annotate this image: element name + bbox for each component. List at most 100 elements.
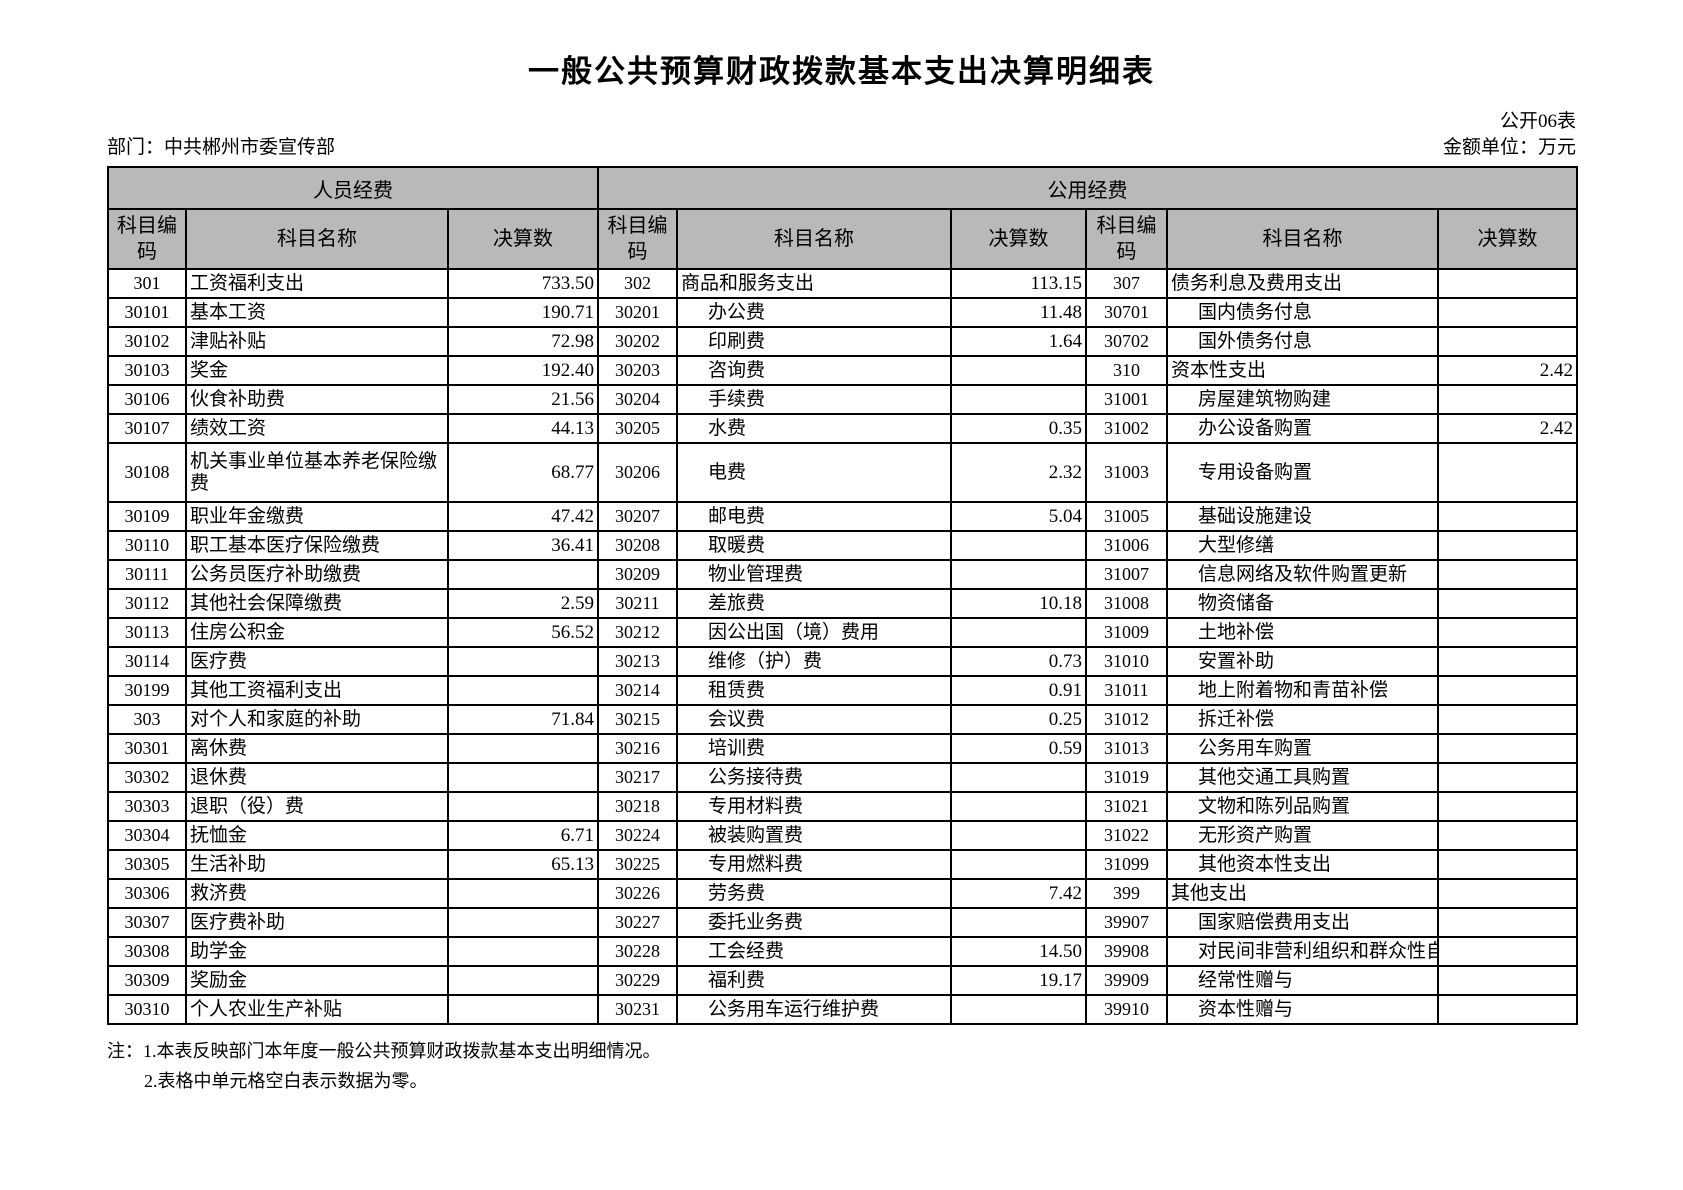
subject-name-cell: 工资福利支出: [185, 268, 449, 299]
table-row: 30310 个人农业生产补贴 30231 公务用车运行维护费 39910 资本性赠与: [107, 994, 1578, 1025]
budget-detail-table: 人员经费 公用经费 科目编码 科目名称 决算数 科目编码 科目名称 决算数 科目编码 科目名称…: [107, 166, 1578, 1025]
subject-code-cell: 39909: [1085, 965, 1168, 996]
subject-code-cell: 31002: [1085, 413, 1168, 444]
final-amount-cell: 36.41: [447, 530, 599, 561]
subject-name-cell: 退职（役）费: [185, 791, 449, 822]
subject-code-cell: 30112: [107, 588, 187, 619]
meta-row: 部门：中共郴州市委宣传部 金额单位：万元: [107, 135, 1576, 161]
subject-code-cell: 30225: [597, 849, 678, 880]
subject-code-cell: 30203: [597, 355, 678, 386]
final-amount-cell: 2.42: [1437, 413, 1578, 444]
subject-name-cell: 电费: [676, 442, 952, 503]
subject-name-cell: 专用材料费: [676, 791, 952, 822]
subject-name-cell: 资本性赠与: [1166, 994, 1439, 1025]
subject-name-cell: 伙食补助费: [185, 384, 449, 415]
subject-code-cell: 30107: [107, 413, 187, 444]
final-amount-cell: 1.64: [950, 326, 1087, 357]
final-amount-cell: 0.35: [950, 413, 1087, 444]
subject-name-cell: 公务接待费: [676, 762, 952, 793]
subject-code-cell: 30202: [597, 326, 678, 357]
final-amount-cell: 2.59: [447, 588, 599, 619]
subject-name-cell: 专用设备购置: [1166, 442, 1439, 503]
subject-code-cell: 30201: [597, 297, 678, 328]
subject-code-cell: 31012: [1085, 704, 1168, 735]
subject-code-cell: 31008: [1085, 588, 1168, 619]
final-amount-cell: [447, 994, 599, 1025]
table-row: 30111 公务员医疗补助缴费 30209 物业管理费 31007 信息网络及软件购置更新: [107, 559, 1578, 590]
note-line-1: 注：1.本表反映部门本年度一般公共预算财政拨款基本支出明细情况。: [107, 1041, 661, 1061]
subject-code-cell: 30218: [597, 791, 678, 822]
table-row: 30102 津贴补贴 72.98 30202 印刷费 1.64 30702 国外债务付息: [107, 326, 1578, 357]
table-row: 30106 伙食补助费 21.56 30204 手续费 31001 房屋建筑物购建: [107, 384, 1578, 415]
subject-name-cell: 国外债务付息: [1166, 326, 1439, 357]
subject-name-cell: 培训费: [676, 733, 952, 764]
subject-code-cell: 30231: [597, 994, 678, 1025]
final-amount-cell: 19.17: [950, 965, 1087, 996]
subject-code-cell: 30109: [107, 501, 187, 532]
final-amount-cell: 0.59: [950, 733, 1087, 764]
subject-code-cell: 30103: [107, 355, 187, 386]
final-amount-cell: [1437, 907, 1578, 938]
table-row: 30307 医疗费补助 30227 委托业务费 39907 国家赔偿费用支出: [107, 907, 1578, 938]
final-amount-cell: 0.73: [950, 646, 1087, 677]
subject-name-cell: 国家赔偿费用支出: [1166, 907, 1439, 938]
form-code: 公开06表: [1499, 111, 1576, 132]
subject-code-cell: 31001: [1085, 384, 1168, 415]
final-amount-cell: 113.15: [950, 268, 1087, 299]
subject-code-cell: 30209: [597, 559, 678, 590]
final-amount-cell: [447, 675, 599, 706]
subject-name-cell: 物资储备: [1166, 588, 1439, 619]
final-amount-cell: 71.84: [447, 704, 599, 735]
subject-name-cell: 其他交通工具购置: [1166, 762, 1439, 793]
subject-name-cell: 津贴补贴: [185, 326, 449, 357]
subject-name-cell: 印刷费: [676, 326, 952, 357]
subject-code-cell: 30213: [597, 646, 678, 677]
final-amount-cell: [950, 617, 1087, 648]
subject-name-cell: 机关事业单位基本养老保险缴费: [185, 442, 449, 503]
subject-code-cell: 30106: [107, 384, 187, 415]
column-header-code: 科目编码: [1085, 208, 1168, 270]
subject-name-cell: 手续费: [676, 384, 952, 415]
final-amount-cell: [950, 820, 1087, 851]
subject-name-cell: 其他支出: [1166, 878, 1439, 909]
subject-code-cell: 31005: [1085, 501, 1168, 532]
table-row: 30107 绩效工资 44.13 30205 水费 0.35 31002 办公设备购置 2.42: [107, 413, 1578, 444]
final-amount-cell: 68.77: [447, 442, 599, 503]
final-amount-cell: [1437, 849, 1578, 880]
final-amount-cell: [1437, 733, 1578, 764]
subject-code-cell: 30304: [107, 820, 187, 851]
group-header-public-funds: 公用经费: [597, 166, 1578, 210]
subject-code-cell: 30204: [597, 384, 678, 415]
subject-name-cell: 其他社会保障缴费: [185, 588, 449, 619]
final-amount-cell: [1437, 646, 1578, 677]
final-amount-cell: 47.42: [447, 501, 599, 532]
final-amount-cell: 190.71: [447, 297, 599, 328]
subject-name-cell: 办公费: [676, 297, 952, 328]
table-row: 30301 离休费 30216 培训费 0.59 31013 公务用车购置: [107, 733, 1578, 764]
subject-name-cell: 专用燃料费: [676, 849, 952, 880]
subject-code-cell: 30111: [107, 559, 187, 590]
subject-name-cell: 咨询费: [676, 355, 952, 386]
subject-code-cell: 30301: [107, 733, 187, 764]
subject-name-cell: 经常性赠与: [1166, 965, 1439, 996]
group-header-row: 人员经费 公用经费: [107, 166, 1578, 210]
subject-name-cell: 助学金: [185, 936, 449, 967]
column-header-row: 科目编码 科目名称 决算数 科目编码 科目名称 决算数 科目编码 科目名称 决算数: [107, 208, 1578, 270]
subject-code-cell: 30108: [107, 442, 187, 503]
group-header-personnel-funds: 人员经费: [107, 166, 599, 210]
subject-code-cell: 31019: [1085, 762, 1168, 793]
subject-code-cell: 30226: [597, 878, 678, 909]
subject-code-cell: 307: [1085, 268, 1168, 299]
subject-name-cell: 办公设备购置: [1166, 413, 1439, 444]
subject-name-cell: 其他工资福利支出: [185, 675, 449, 706]
final-amount-cell: 6.71: [447, 820, 599, 851]
final-amount-cell: [950, 384, 1087, 415]
column-header-name: 科目名称: [1166, 208, 1439, 270]
table-row: 30303 退职（役）费 30218 专用材料费 31021 文物和陈列品购置: [107, 791, 1578, 822]
subject-code-cell: 30229: [597, 965, 678, 996]
final-amount-cell: [1437, 675, 1578, 706]
subject-name-cell: 职业年金缴费: [185, 501, 449, 532]
subject-code-cell: 30113: [107, 617, 187, 648]
final-amount-cell: 2.32: [950, 442, 1087, 503]
